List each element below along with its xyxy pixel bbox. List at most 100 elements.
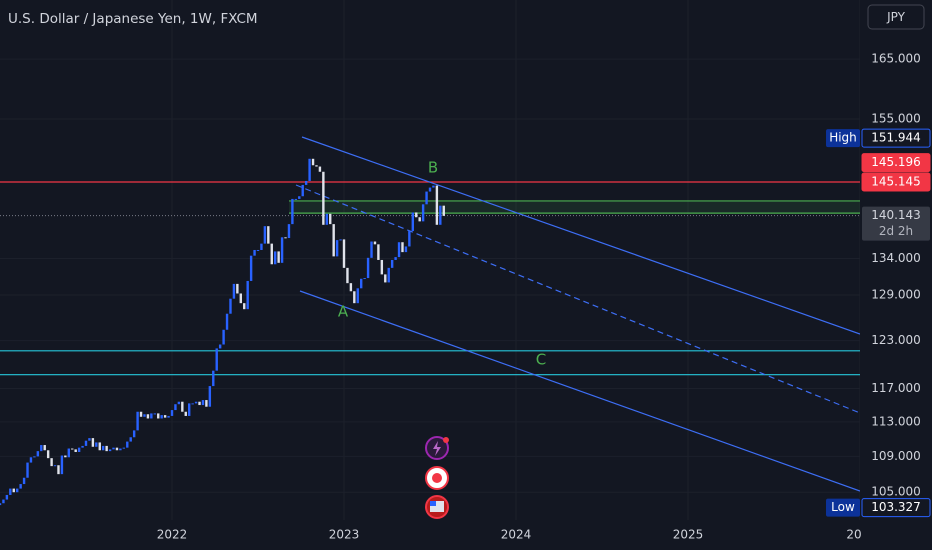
candle-body: [81, 445, 84, 448]
time-axis: [0, 520, 932, 550]
candle-body: [315, 165, 318, 167]
y-tick-label: 165.000: [871, 52, 921, 66]
icons: [425, 436, 449, 519]
candle-body: [91, 438, 95, 447]
alert-badge-box: [861, 153, 931, 173]
high-badge-value: 151.944: [871, 131, 921, 145]
wave-label: B: [428, 159, 438, 177]
candle-body: [243, 303, 246, 310]
candle-body: [284, 237, 287, 239]
candle-body: [360, 278, 363, 289]
y-tick-label: 123.000: [871, 333, 921, 347]
candle-body: [425, 191, 428, 205]
x-tick-label: 2025: [673, 528, 704, 542]
candle-body: [435, 185, 439, 225]
candle-body: [67, 448, 70, 458]
candle-body: [394, 257, 397, 260]
candle-body: [428, 187, 432, 192]
low-badge-value: 103.327: [871, 500, 921, 514]
candle-body: [373, 241, 377, 245]
candle-body: [215, 348, 218, 371]
currency-label: JPY: [886, 10, 906, 24]
candle-body: [102, 445, 105, 451]
y-tick-label: 134.000: [871, 251, 921, 265]
candle-body: [88, 438, 91, 441]
candle-body: [256, 249, 260, 251]
candle-body: [253, 249, 256, 256]
candle-body: [401, 242, 404, 253]
candle-body: [387, 267, 390, 283]
candle-body: [194, 401, 198, 404]
candle-body: [26, 462, 29, 478]
candle-body: [311, 158, 315, 166]
candle-body: [212, 370, 215, 387]
candle-body: [33, 456, 36, 458]
candle-body: [208, 386, 212, 407]
candle-body: [408, 231, 411, 247]
candle-body: [129, 437, 132, 442]
candle-body: [280, 237, 284, 263]
channel-lower: [299, 290, 860, 492]
candle-body: [153, 413, 156, 415]
candle-body: [84, 440, 88, 446]
channel-mid: [295, 184, 860, 414]
candle-body: [239, 293, 242, 304]
candle-body: [167, 415, 170, 418]
candle-body: [77, 447, 81, 453]
candle-body: [170, 410, 174, 416]
candle-body: [318, 166, 322, 172]
candle-body: [43, 445, 46, 451]
candle-body: [287, 224, 291, 239]
candle-body: [390, 259, 394, 268]
candle-body: [36, 451, 40, 457]
candle-body: [249, 255, 253, 281]
candle-body: [291, 198, 294, 225]
candle-body: [139, 411, 143, 417]
icon-dot: [443, 437, 449, 443]
candle-body: [274, 251, 277, 265]
candle-body: [2, 499, 5, 504]
candle-body: [205, 400, 208, 407]
candle-body: [232, 283, 236, 299]
candle-body: [0, 503, 2, 506]
candle-body: [260, 243, 263, 250]
candle-body: [201, 400, 205, 406]
candle-body: [50, 458, 53, 467]
candle-body: [384, 274, 387, 283]
currency-button[interactable]: [867, 4, 925, 30]
candle-body: [132, 430, 136, 438]
candle-body: [349, 283, 353, 292]
level-badge-box: [861, 172, 931, 192]
candle-body: [415, 212, 418, 218]
candle-body: [9, 488, 12, 495]
icon-glyph: [430, 501, 436, 506]
candle-body: [46, 450, 50, 459]
candle-body: [126, 441, 129, 448]
channel-upper: [301, 136, 860, 335]
candle-body: [380, 259, 384, 275]
candle-body: [325, 213, 328, 225]
candle-body: [322, 171, 325, 225]
last-price-box: [862, 206, 930, 241]
candle-body: [442, 205, 445, 216]
candle-body: [246, 280, 249, 310]
candle-body: [370, 241, 373, 258]
candle-body: [112, 447, 115, 450]
candle-body: [181, 401, 184, 412]
candle-body: [163, 415, 167, 418]
candle-body: [339, 239, 342, 241]
levels: [0, 181, 860, 376]
candle-body: [119, 448, 122, 451]
x-tick-label: 2022: [157, 528, 188, 542]
candle-body: [421, 204, 425, 222]
y-tick-label: 117.000: [871, 381, 921, 395]
icon-glyph: [433, 441, 441, 456]
candle-body: [108, 449, 112, 452]
icon-glyph: [432, 473, 442, 483]
candle-body: [157, 413, 160, 419]
candle-body: [177, 401, 181, 405]
candle-body: [294, 198, 298, 200]
candle-body: [353, 291, 356, 304]
